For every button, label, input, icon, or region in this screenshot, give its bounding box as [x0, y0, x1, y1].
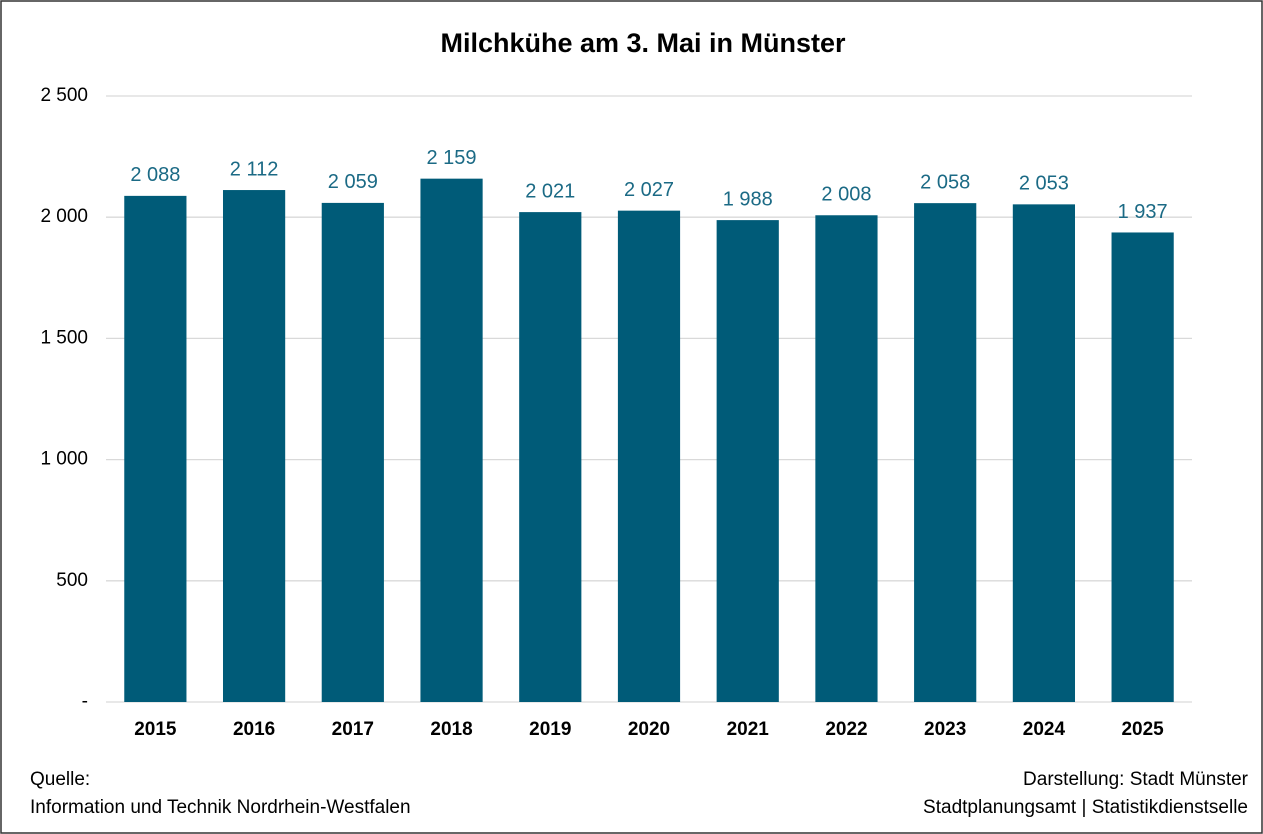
- bar: [321, 202, 384, 702]
- x-tick-label: 2023: [924, 719, 966, 740]
- data-label: 1 988: [723, 188, 773, 210]
- bar: [617, 210, 681, 702]
- bar: [222, 190, 286, 702]
- x-tick-label: 2025: [1121, 719, 1164, 740]
- y-tick-label: 500: [56, 570, 88, 591]
- bar: [1012, 204, 1076, 703]
- y-tick-label: 2 000: [40, 206, 88, 227]
- data-label: 2 059: [328, 171, 378, 193]
- x-tick-label: 2016: [233, 719, 275, 740]
- x-tick-label: 2020: [628, 719, 670, 740]
- x-tick-label: 2021: [727, 719, 770, 740]
- bar: [716, 220, 779, 702]
- x-tick-label: 2022: [825, 719, 867, 740]
- credit: Stadtplanungsamt | Statistikdienstselle: [923, 797, 1248, 818]
- bar: [420, 178, 483, 703]
- data-label: 2 159: [427, 147, 477, 169]
- bar: [519, 212, 582, 702]
- x-tick-label: 2024: [1023, 719, 1066, 740]
- x-tick-label: 2018: [430, 719, 472, 740]
- data-label: 1 937: [1118, 201, 1168, 223]
- data-label: 2 027: [624, 179, 674, 201]
- source: Information und Technik Nordrhein-Westfa…: [30, 797, 411, 818]
- bar: [1111, 232, 1174, 703]
- y-tick-label: -: [82, 691, 88, 712]
- bar: [815, 215, 878, 702]
- x-tick-label: 2017: [332, 719, 374, 740]
- credit: Darstellung: Stadt Münster: [1023, 769, 1249, 790]
- data-label: 2 008: [821, 184, 871, 206]
- x-tick-label: 2019: [529, 719, 571, 740]
- data-label: 2 021: [525, 180, 575, 202]
- y-tick-label: 1 000: [40, 449, 88, 470]
- x-tick-label: 2015: [134, 719, 177, 740]
- y-tick-label: 1 500: [40, 327, 88, 348]
- data-label: 2 088: [130, 164, 180, 186]
- y-tick-label: 2 500: [40, 85, 88, 106]
- data-label: 2 112: [230, 158, 279, 180]
- chart-title: Milchkühe am 3. Mai in Münster: [440, 28, 846, 58]
- bar: [124, 195, 187, 702]
- source-label: Quelle:: [30, 769, 90, 790]
- data-label: 2 058: [920, 171, 970, 193]
- data-label: 2 053: [1019, 173, 1069, 195]
- bar: [914, 203, 977, 702]
